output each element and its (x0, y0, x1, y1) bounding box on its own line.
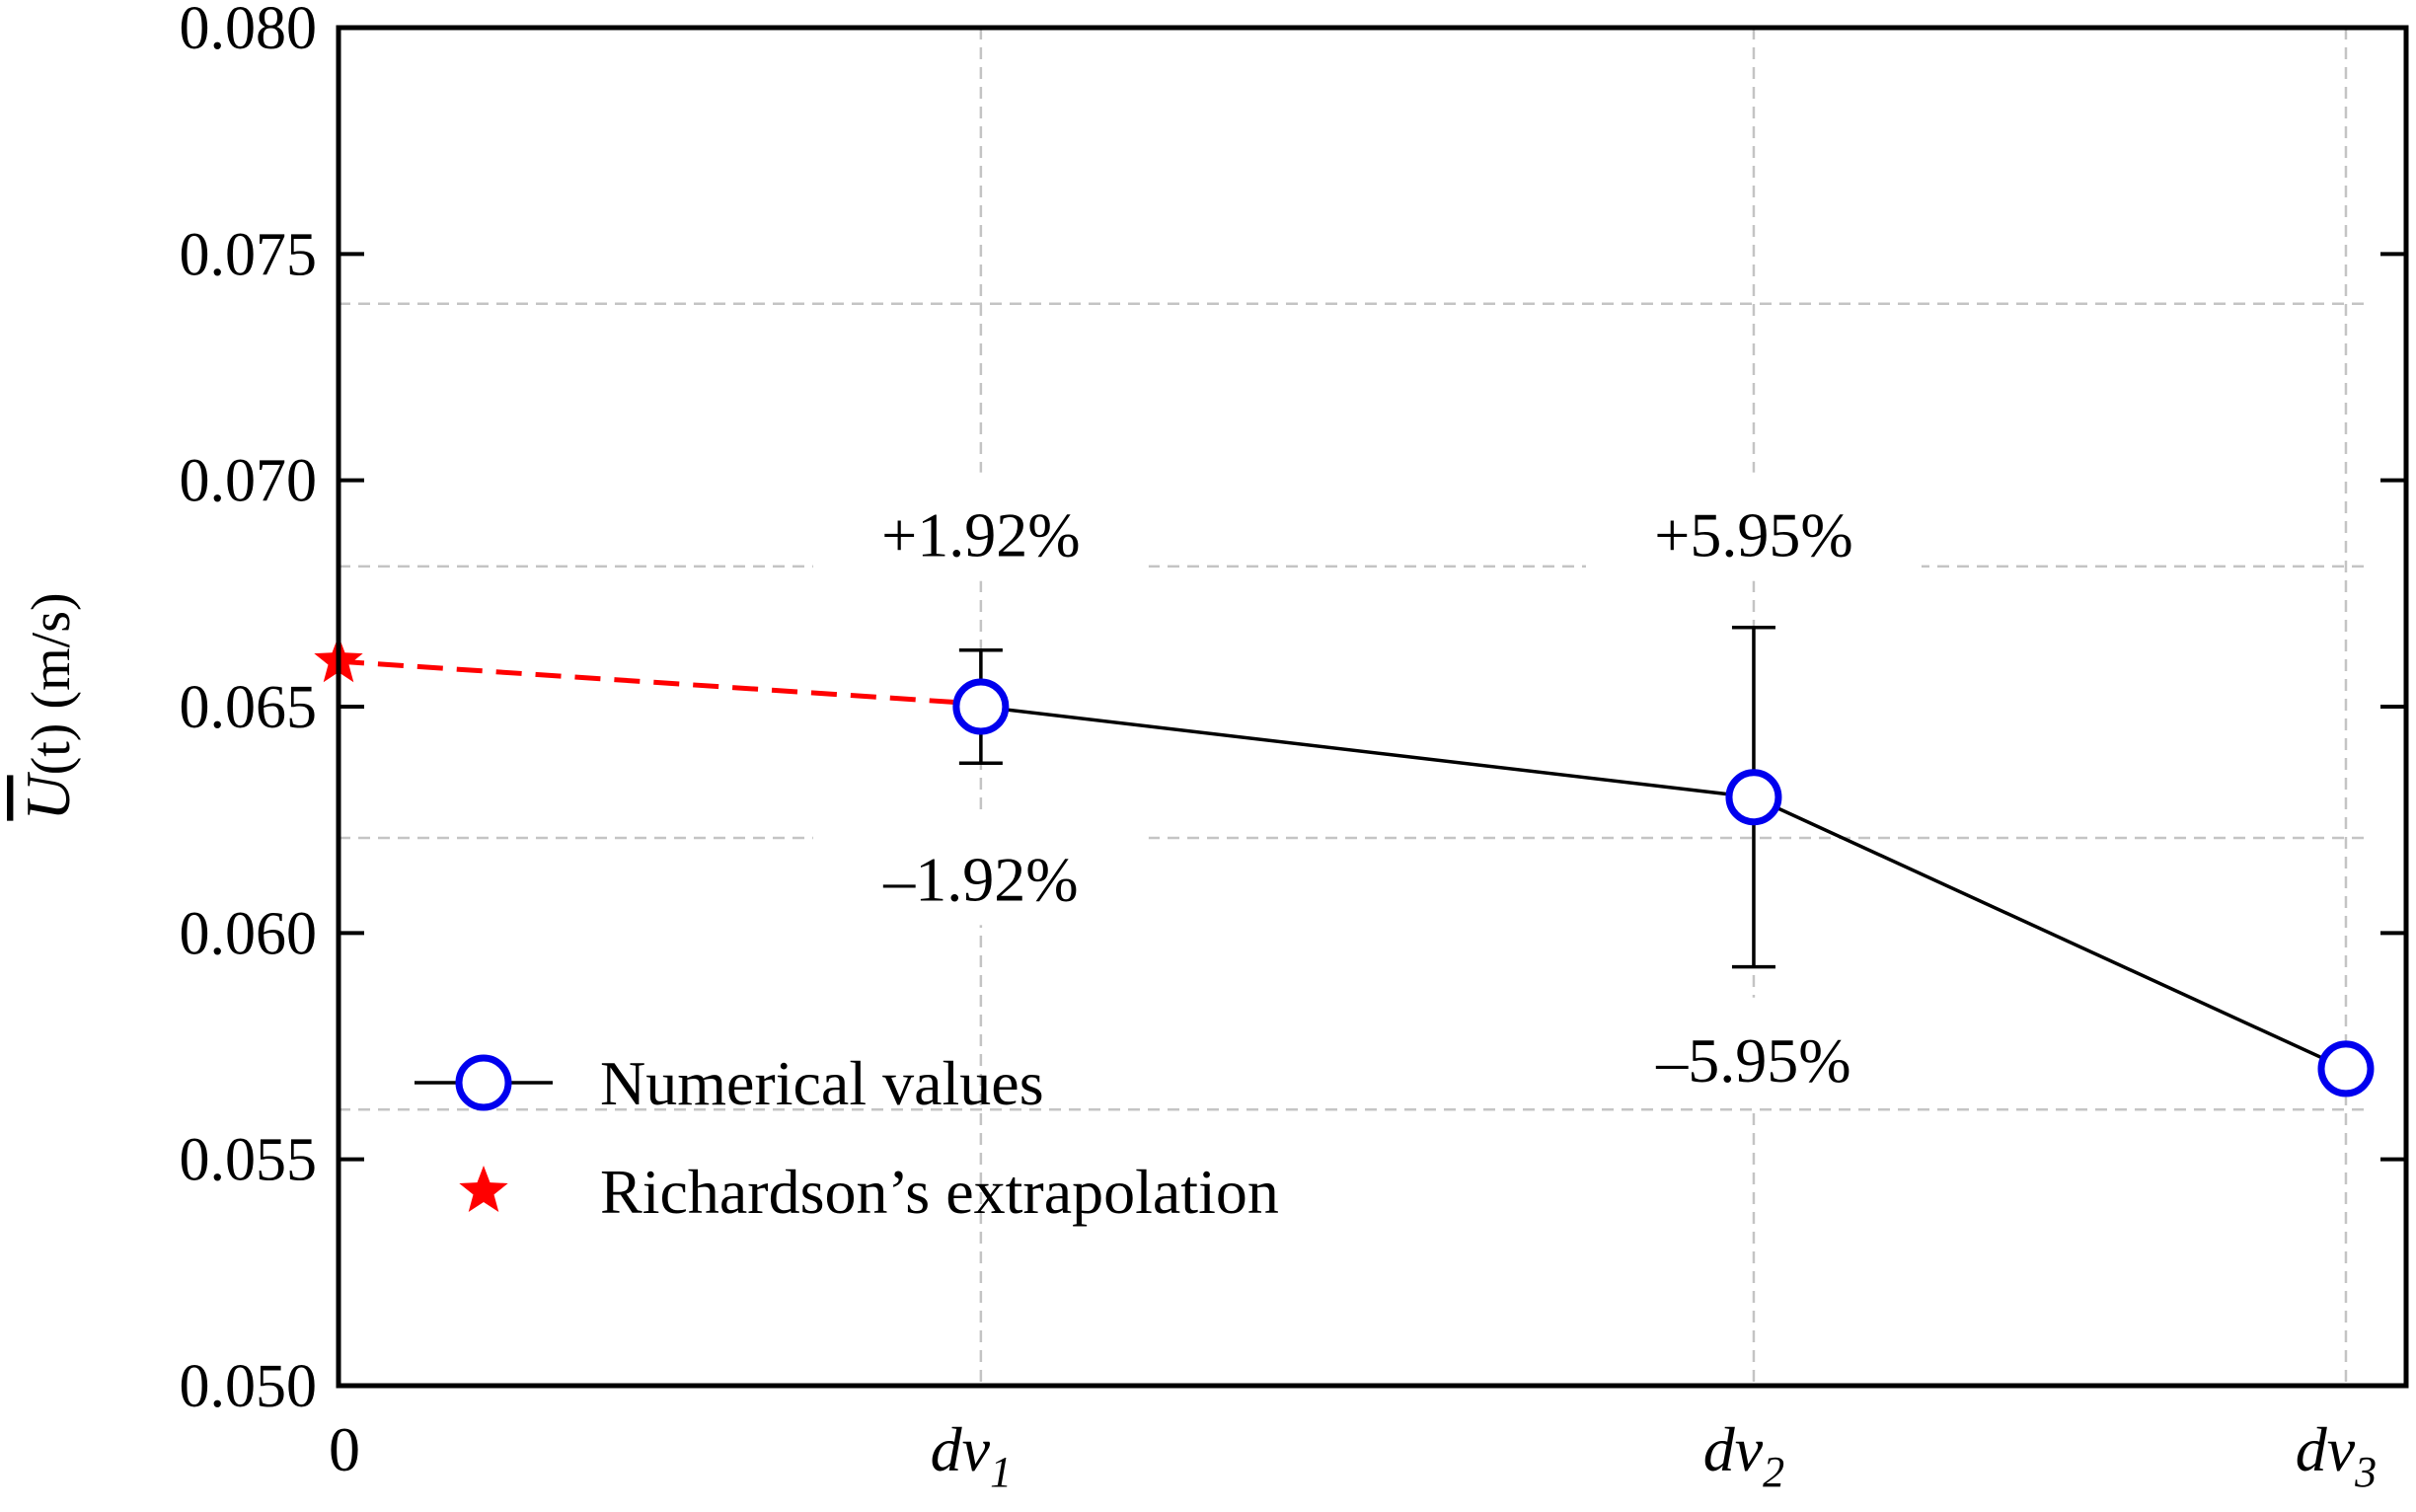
data-point-circle (952, 678, 1010, 735)
annotation-mask (812, 816, 1149, 926)
annotation-mask (1585, 472, 1922, 581)
axis-ticks (339, 26, 2406, 1388)
x-tick-label: dv1 (931, 1414, 1012, 1496)
legend-circle-icon (455, 1054, 512, 1111)
y-tick-label: 0.060 (180, 900, 318, 967)
y-tick-label: 0.075 (180, 221, 318, 288)
legend-label-numerical: Numerical values (600, 1048, 1044, 1118)
error-annotation: +1.92% (881, 500, 1080, 570)
error-annotation: –5.95% (1655, 1025, 1850, 1096)
y-tick-label: 0.080 (180, 0, 318, 62)
data-layer (314, 626, 2375, 1097)
y-tick-label: 0.050 (180, 1353, 318, 1420)
x-tick-label: 0 (329, 1414, 360, 1484)
annotation-masks (812, 472, 1922, 1106)
axis-labels: 0.050 0.055 0.060 0.065 0.070 0.075 0.080 0 dv1 d… (13, 0, 2377, 1496)
y-tick-label: 0.065 (180, 674, 318, 741)
legend: Numerical values Richardson’s extrapolati… (415, 1048, 1279, 1227)
x-tick-label: dv3 (2296, 1414, 2377, 1496)
error-annotation: +5.95% (1654, 500, 1852, 570)
y-tick-label: 0.070 (180, 448, 318, 515)
annotation-mask (812, 472, 1149, 581)
grid (339, 28, 2367, 1386)
error-annotation: –1.92% (882, 844, 1078, 914)
annotation-mask (1585, 997, 1922, 1106)
data-point-circle (2317, 1040, 2375, 1097)
y-tick-label: 0.055 (180, 1127, 318, 1194)
y-axis-label: U(t) (m/s) (13, 592, 83, 820)
legend-star-icon (459, 1166, 508, 1212)
extrapolation-line (338, 658, 954, 705)
legend-label-richardson: Richardson’s extrapolation (600, 1157, 1279, 1227)
x-tick-label: dv2 (1703, 1414, 1784, 1496)
data-point-circle (1725, 769, 1782, 826)
